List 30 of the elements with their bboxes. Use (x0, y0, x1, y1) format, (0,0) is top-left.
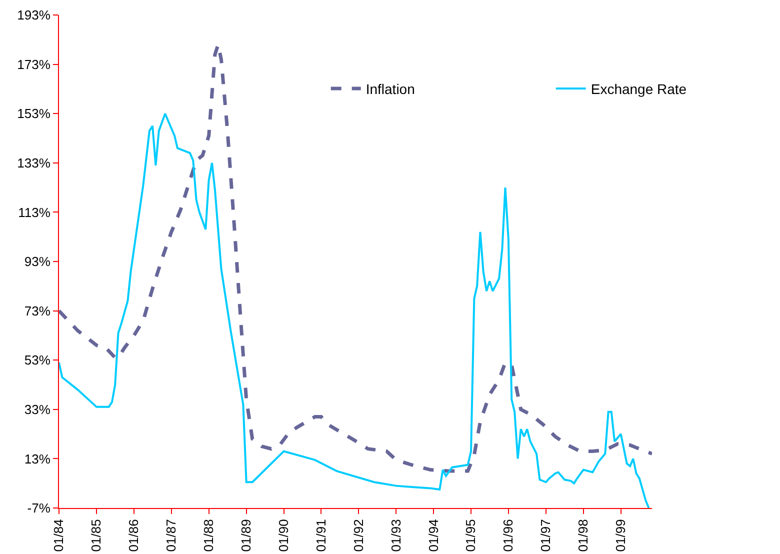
y-tick-label: 153% (17, 106, 51, 122)
y-tick-label: 133% (17, 155, 51, 170)
x-tick-label: 01/99 (613, 519, 628, 552)
x-tick-label: 01/97 (538, 519, 554, 552)
x-tick-label: 01/96 (500, 519, 516, 552)
x-tick-label: 01/85 (88, 519, 104, 552)
x-tick-label: 01/86 (126, 519, 142, 552)
x-tick-label: 01/92 (350, 519, 366, 552)
y-tick-label: 53% (24, 352, 51, 368)
y-tick-label: 13% (24, 451, 51, 466)
y-tick-label: 33% (24, 402, 51, 417)
x-tick-label: 01/95 (463, 519, 478, 552)
legend-label: Exchange Rate (590, 81, 687, 98)
y-tick-label: 93% (24, 254, 51, 270)
x-tick-label: 01/98 (576, 519, 591, 552)
y-tick-label: 193% (17, 8, 51, 23)
y-tick-label: 113% (18, 204, 51, 220)
x-tick-label: 01/93 (388, 519, 404, 552)
x-tick-label: 01/88 (201, 519, 216, 552)
x-tick-label: 01/84 (51, 519, 66, 552)
x-tick-label: 01/90 (276, 519, 291, 552)
line-series (59, 112, 650, 508)
legend-label: Inflation (366, 81, 415, 98)
y-tick-label: 73% (24, 303, 51, 318)
x-tick-label: 01/87 (164, 519, 179, 552)
y-tick-label: -7% (27, 500, 51, 516)
y-tick-label: 173% (17, 56, 51, 72)
x-tick-label: 01/94 (426, 519, 441, 552)
x-tick-label: 01/89 (238, 519, 254, 552)
x-tick-label: 01/91 (313, 519, 328, 552)
